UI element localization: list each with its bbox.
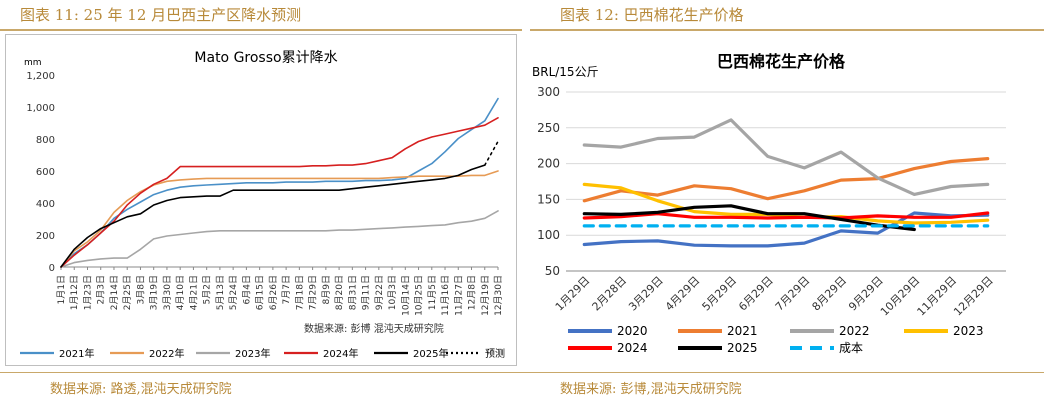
legend-label: 2024 [617,341,648,355]
x-tick-label: 1月29日 [553,274,593,314]
y-tick-label: 0 [49,263,55,274]
left-heading-rule [0,29,522,31]
legend-label: 预测 [485,347,505,360]
series-line-2 [582,118,990,196]
x-tick-label: 10月25日 [414,275,425,316]
x-tick-label: 2月28日 [590,274,630,314]
series-line-0 [60,97,499,268]
y-tick-label: 1,000 [26,103,55,114]
x-tick-label: 2月3日 [96,275,107,304]
y-tick-label: 200 [36,231,55,242]
y-tick-label: 400 [36,199,55,210]
x-tick-label: 10月14日 [400,275,411,316]
x-tick-label: 12月30日 [493,275,504,316]
rainfall-source-note: 数据来源: 彭博 混沌天成研究院 [304,322,444,335]
x-tick-label: 5月24日 [228,275,239,310]
legend-label: 成本 [839,341,863,355]
y-tick-label: 800 [36,135,55,146]
legend-label: 2021 [727,324,758,338]
legend-label: 2021年 [59,347,94,360]
chart-title: Mato Grosso累计降水 [194,50,337,66]
left-source-note: 数据来源: 路透,混沌天成研究院 [50,382,232,397]
series-line-1 [60,170,499,268]
legend-label: 2023年 [235,347,270,360]
legend-label: 2024年 [323,347,358,360]
x-tick-label: 3月19日 [149,275,160,310]
y-axis-unit: BRL/15公斤 [532,65,599,79]
legend-label: 2025年 [413,347,448,360]
x-tick-label: 8月20日 [334,275,345,310]
x-tick-label: 3月29日 [626,274,666,314]
x-tick-label: 4月29日 [663,274,703,314]
right-source-note: 数据来源: 彭博,混沌天成研究院 [560,382,742,397]
x-tick-label: 7月18日 [294,275,305,310]
series-line-2 [60,210,499,268]
x-tick-label: 9月22日 [374,275,385,310]
x-tick-label: 1月23日 [82,275,93,310]
series-line-5 [484,140,499,166]
x-tick-label: 6月29日 [736,274,776,314]
x-tick-label: 10月3日 [387,275,398,310]
x-tick-label: 2月25日 [122,275,133,310]
legend-label: 2022 [839,324,870,338]
x-tick-label: 5月29日 [700,274,740,314]
price-chart: 巴西棉花生产价格 BRL/15公斤 50 100 150 200 250 300 1月29日2月… [532,52,1006,355]
x-tick-label: 4月10日 [175,275,186,310]
y-tick-label: 100 [537,228,560,242]
x-tick-label: 12月8日 [467,275,478,310]
x-tick-label: 6月26日 [268,275,279,310]
y-tick-label: 50 [545,264,560,278]
chart-title: 巴西棉花生产价格 [717,52,846,71]
legend-label: 2022年 [149,347,184,360]
x-tick-label: 8月31日 [347,275,358,310]
x-tick-label: 11月5日 [427,275,438,310]
x-tick-label: 6月4日 [241,275,252,304]
x-tick-label: 3月8日 [135,275,146,304]
price-chart-panel: 巴西棉花生产价格 BRL/15公斤 50 100 150 200 250 300 1月29日 2月… [525,34,1039,366]
x-tick-label: 3月30日 [162,275,173,310]
x-tick-label: 1月1日 [56,275,67,304]
right-heading-rule [530,29,1044,31]
rainfall-chart: Mato Grosso累计降水 mm 0 200 400 600 800 1,000 1,200… [20,50,505,360]
right-chart-heading: 图表 12: 巴西棉花生产价格 [560,6,744,24]
x-tick-label: 5月13日 [215,275,226,310]
series-line-5 [582,204,916,232]
x-tick-label: 9月11日 [361,275,372,310]
series-line-4 [60,164,486,268]
x-tick-label: 7月29日 [308,275,319,310]
footer-rule [0,372,1044,373]
x-tick-label: 5月2日 [202,275,213,304]
y-tick-label: 150 [537,192,560,206]
x-tick-label: 2月14日 [109,275,120,310]
x-tick-label: 6月15日 [255,275,266,310]
series-line-3 [582,182,990,225]
x-tick-label: 11月16日 [440,275,451,316]
series-line-0 [582,211,990,248]
x-tick-label: 8月9日 [321,275,332,304]
legend-label: 2023 [953,324,984,338]
x-tick-label: 12月19日 [480,275,491,316]
x-tick-label: 1月12日 [69,275,80,310]
y-tick-label: 300 [537,85,560,99]
series-line-3 [60,117,499,268]
y-tick-label: 600 [36,167,55,178]
legend-label: 2020 [617,324,648,338]
x-tick-label: 7月29日 [773,274,813,314]
x-tick-label: 7月7日 [281,275,292,304]
left-chart-heading: 图表 11: 25 年 12 月巴西主产区降水预测 [20,6,302,24]
x-tick-label: 11月27日 [453,275,464,316]
y-axis-unit: mm [24,58,42,68]
y-tick-label: 250 [537,121,560,135]
series-line-1 [582,157,990,203]
legend-label: 2025 [727,341,758,355]
x-tick-label: 12月29日 [951,274,996,319]
y-tick-label: 200 [537,157,560,171]
x-tick-label: 8月29日 [810,274,850,314]
y-tick-label: 1,200 [26,71,55,82]
x-tick-label: 4月21日 [188,275,199,310]
rainfall-chart-panel: Mato Grosso累计降水 mm 0 200 400 600 800 1,000 1,200… [5,34,517,366]
